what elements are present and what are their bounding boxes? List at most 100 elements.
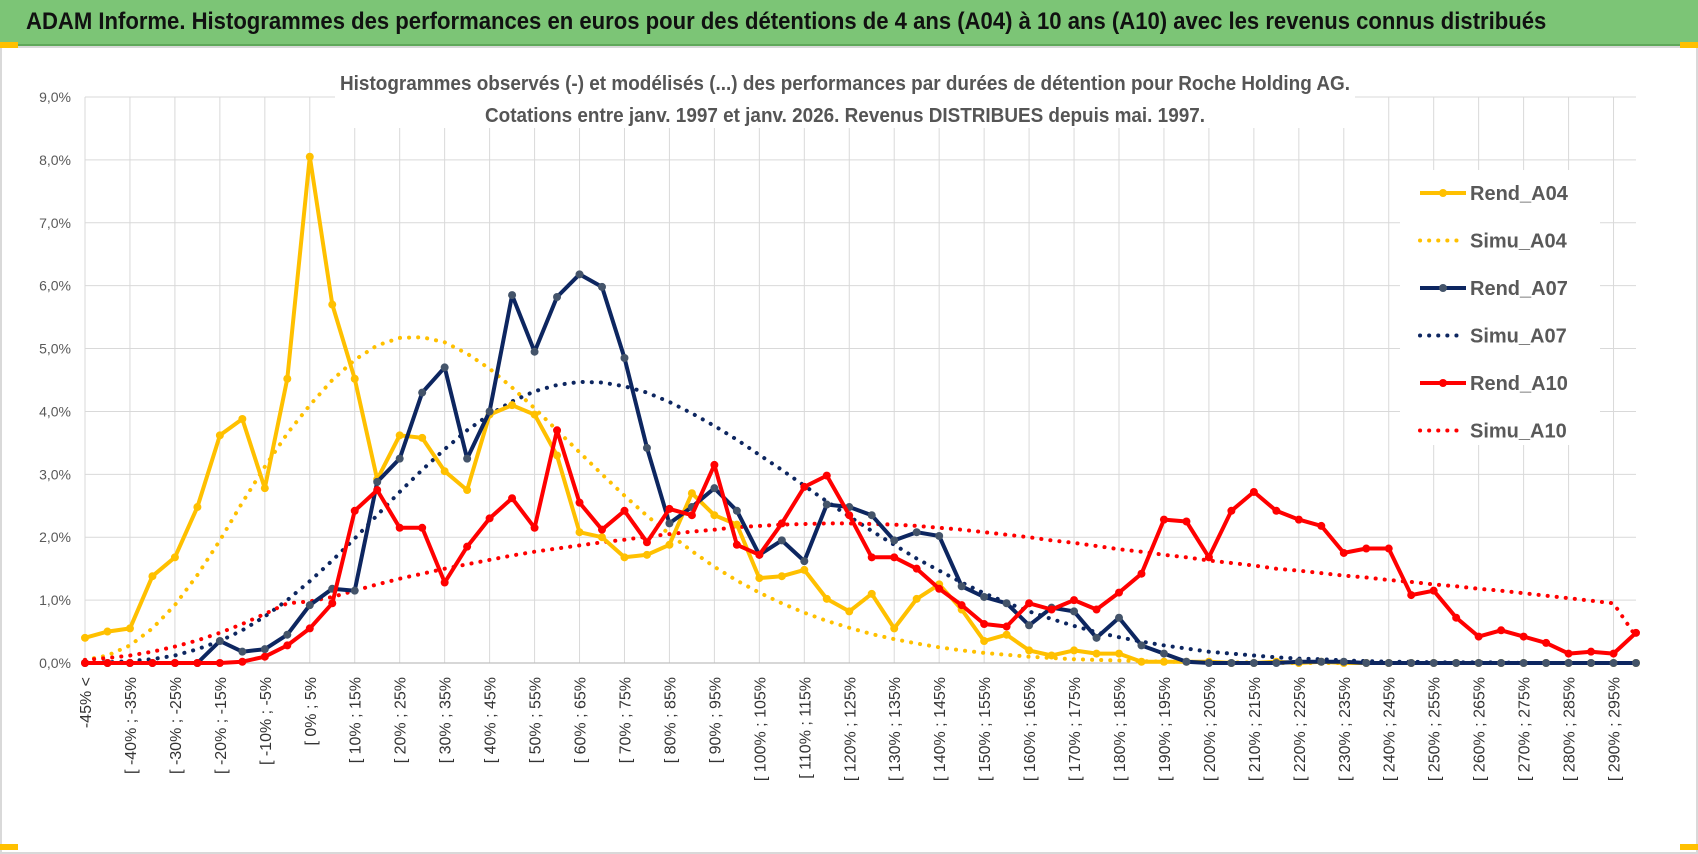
data-point xyxy=(642,550,651,559)
x-tick-label: [ 260% ; 265% xyxy=(1472,677,1489,781)
data-point xyxy=(1429,659,1438,667)
chart-title: Histogrammes observés (-) et modélisés (… xyxy=(340,73,1350,95)
data-point xyxy=(1159,649,1168,658)
data-point xyxy=(710,511,719,520)
data-point xyxy=(215,636,224,645)
corner-mark-bottom-right xyxy=(1680,844,1698,850)
data-point xyxy=(980,592,989,601)
data-point xyxy=(215,431,224,440)
data-point xyxy=(867,553,876,562)
data-point xyxy=(1182,657,1191,666)
data-point xyxy=(1137,641,1146,650)
data-point xyxy=(1227,506,1236,515)
data-point xyxy=(283,630,292,639)
data-point xyxy=(822,471,831,480)
data-point xyxy=(395,523,404,532)
x-tick-label: [ 0% ; 5% xyxy=(303,677,320,745)
legend-label: Simu_A07 xyxy=(1470,326,1567,348)
data-point xyxy=(867,511,876,520)
x-tick-label: [ -30% ; -25% xyxy=(168,677,185,774)
data-point xyxy=(642,538,651,547)
data-point xyxy=(1317,657,1326,666)
data-point xyxy=(530,410,539,419)
data-point xyxy=(148,659,157,667)
corner-mark-bottom-left xyxy=(0,844,18,850)
data-point xyxy=(1137,569,1146,578)
data-point xyxy=(81,633,89,642)
data-point xyxy=(508,291,517,300)
data-point xyxy=(912,594,921,603)
data-point xyxy=(1384,659,1393,667)
data-point xyxy=(1609,659,1618,667)
data-point xyxy=(1474,632,1483,641)
data-point xyxy=(1339,657,1348,666)
x-tick-label: [ 60% ; 65% xyxy=(573,677,590,763)
data-point xyxy=(935,584,944,593)
data-point xyxy=(777,536,786,545)
series-line-simu_a10 xyxy=(83,521,1638,662)
data-point xyxy=(665,519,674,528)
data-point xyxy=(980,620,989,629)
data-point xyxy=(1070,596,1079,605)
data-point xyxy=(912,528,921,537)
data-point xyxy=(1564,649,1573,658)
data-point xyxy=(463,542,472,551)
data-point xyxy=(1452,613,1461,622)
data-point xyxy=(530,523,539,532)
x-tick-label: [ -20% ; -15% xyxy=(213,677,230,774)
data-point xyxy=(822,594,831,603)
data-point xyxy=(1609,649,1618,658)
x-tick-label: [ 150% ; 155% xyxy=(977,677,994,781)
data-point xyxy=(440,578,449,587)
x-tick-label: [ 80% ; 85% xyxy=(662,677,679,763)
data-point xyxy=(328,599,337,608)
data-point xyxy=(1025,621,1034,630)
data-point xyxy=(418,388,427,397)
legend-label: Rend_A10 xyxy=(1470,373,1568,395)
data-point xyxy=(687,511,696,520)
data-point xyxy=(1025,646,1034,655)
legend-marker xyxy=(1439,189,1447,197)
series-lines xyxy=(81,152,1640,667)
data-point xyxy=(125,659,134,667)
data-point xyxy=(1047,651,1056,660)
data-point xyxy=(867,589,876,598)
data-point xyxy=(1137,657,1146,666)
x-tick-label: [ 200% ; 205% xyxy=(1202,677,1219,781)
x-tick-label: [ 270% ; 275% xyxy=(1517,677,1534,781)
x-tick-label: -45% < xyxy=(78,677,95,728)
data-point xyxy=(463,486,472,495)
data-point xyxy=(1272,659,1281,667)
data-point xyxy=(508,401,517,410)
data-point xyxy=(350,506,359,515)
data-point xyxy=(283,641,292,650)
x-tick-label: [ 100% ; 105% xyxy=(752,677,769,781)
data-point xyxy=(1587,659,1596,667)
data-point xyxy=(328,300,337,309)
data-point xyxy=(1002,599,1011,608)
data-point xyxy=(193,659,202,667)
data-point xyxy=(1429,586,1438,595)
data-point xyxy=(1204,553,1213,562)
header-bar: ADAM Informe. Histogrammes des performan… xyxy=(0,0,1698,46)
x-tick-label: [ 170% ; 175% xyxy=(1067,677,1084,781)
data-point xyxy=(148,572,157,581)
y-tick-label: 8,0% xyxy=(39,152,71,168)
data-point xyxy=(1025,599,1034,608)
data-point xyxy=(1070,607,1079,616)
data-point xyxy=(1092,605,1101,614)
x-tick-label: [ 10% ; 15% xyxy=(348,677,365,763)
data-point xyxy=(418,433,427,442)
data-point xyxy=(1317,521,1326,530)
data-point xyxy=(1115,613,1123,622)
legend-label: Rend_A04 xyxy=(1470,183,1569,205)
data-point xyxy=(305,624,314,633)
corner-mark-top-right xyxy=(1680,42,1698,48)
data-point xyxy=(125,624,134,633)
data-point xyxy=(103,627,112,636)
series-line-rend_a10 xyxy=(85,428,1638,665)
x-tick-label: [ 210% ; 215% xyxy=(1247,677,1264,781)
data-point xyxy=(1407,591,1416,600)
y-tick-label: 0,0% xyxy=(39,655,71,671)
